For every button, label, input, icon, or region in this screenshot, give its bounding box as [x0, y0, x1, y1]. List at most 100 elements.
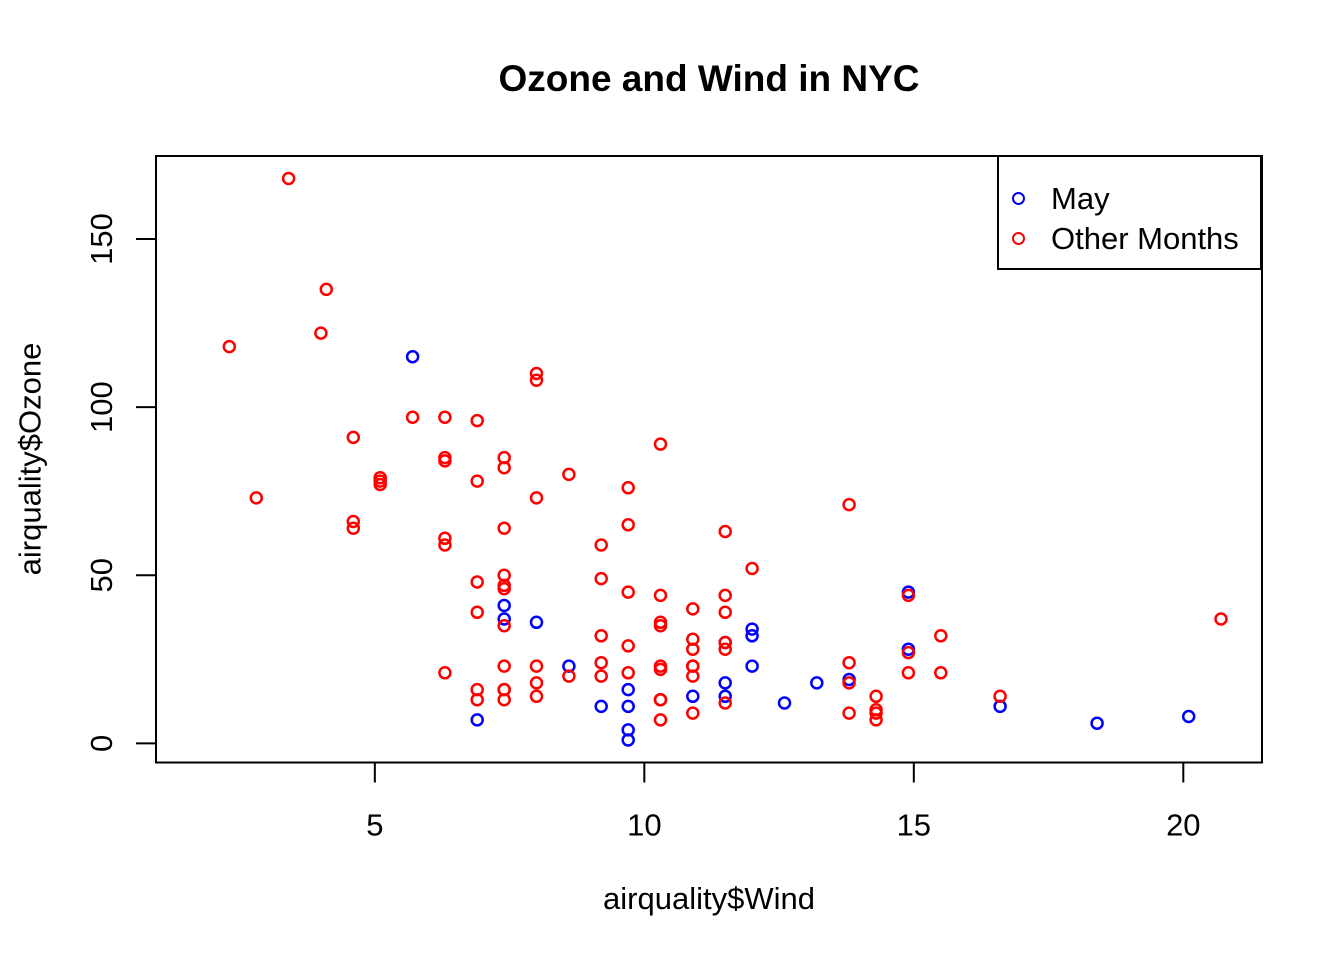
data-point-other-months [470, 413, 484, 428]
data-point-may [621, 723, 635, 737]
data-point-may [718, 689, 732, 704]
data-point-may [621, 682, 635, 697]
data-point-may [777, 696, 792, 710]
legend-entry-other-months: Other Months [1012, 221, 1239, 255]
data-point-other-months [621, 639, 635, 653]
data-point-other-months [529, 689, 544, 704]
data-point-other-months [718, 642, 732, 656]
data-point-may [718, 676, 732, 690]
plot-border [155, 155, 1263, 764]
data-point-other-months [901, 645, 916, 660]
data-point-other-months [934, 629, 948, 643]
y-tick-label: 0 [84, 735, 119, 752]
data-point-other-months [470, 605, 484, 620]
data-point-other-months [594, 571, 608, 586]
data-point-may [686, 689, 700, 704]
data-point-other-months [869, 689, 883, 704]
data-point-other-months [438, 410, 452, 424]
data-point-other-months [529, 676, 544, 690]
data-point-other-months [653, 713, 668, 727]
x-tick-label: 10 [627, 808, 661, 843]
data-point-other-months [438, 450, 452, 465]
x-axis-title: airquality$Wind [603, 881, 815, 916]
data-point-other-months [497, 682, 511, 697]
data-point-may [405, 349, 420, 364]
data-point-other-months [653, 588, 668, 603]
legend: May Other Months [997, 155, 1262, 270]
legend-label-may: May [1051, 180, 1110, 216]
data-point-may [497, 598, 511, 613]
data-point-other-months [529, 373, 544, 387]
data-point-other-months [653, 692, 668, 707]
data-point-may [745, 629, 759, 643]
data-point-other-months [314, 326, 328, 340]
data-point-other-months [373, 474, 387, 488]
data-point-other-months [686, 659, 700, 673]
data-point-other-months [562, 467, 576, 482]
x-tick-label: 5 [366, 808, 383, 843]
data-point-other-months [470, 575, 484, 589]
data-point-other-months [438, 531, 452, 546]
data-point-other-months [346, 514, 361, 529]
data-point-may [497, 612, 511, 626]
data-point-other-months [319, 282, 334, 297]
data-point-may [745, 622, 759, 636]
data-point-other-months [470, 474, 484, 488]
data-point-other-months [497, 659, 511, 673]
data-point-other-months [529, 659, 544, 673]
data-point-other-months [594, 655, 608, 670]
data-point-other-months [470, 692, 484, 707]
data-point-other-months [653, 615, 668, 630]
data-point-may [470, 713, 484, 727]
data-point-other-months [594, 629, 608, 643]
data-point-other-months [653, 437, 668, 451]
data-point-other-months [529, 366, 544, 381]
data-point-other-months [901, 666, 916, 680]
data-point-may [1181, 709, 1196, 724]
data-point-may [745, 659, 759, 673]
data-point-may [621, 699, 635, 714]
data-point-other-months [653, 659, 668, 673]
y-tick-label: 150 [84, 213, 119, 265]
data-point-other-months [718, 605, 732, 620]
data-point-other-months [529, 491, 544, 505]
data-point-other-months [934, 666, 948, 680]
data-point-other-months [346, 521, 361, 535]
data-point-other-months [405, 410, 420, 424]
y-tick-label: 100 [84, 381, 119, 433]
data-point-other-months [438, 666, 452, 680]
data-point-other-months [718, 524, 732, 539]
data-point-other-months [1214, 612, 1228, 626]
data-point-may [594, 699, 608, 714]
data-point-other-months [842, 655, 856, 670]
data-point-other-months [621, 518, 635, 532]
data-point-other-months [497, 460, 511, 475]
data-point-other-months [842, 706, 856, 720]
data-point-other-months [438, 538, 452, 552]
data-point-other-months [249, 491, 264, 505]
data-point-other-months [562, 669, 576, 683]
data-point-other-months [346, 430, 361, 445]
data-point-other-months [718, 696, 732, 710]
data-point-other-months [594, 538, 608, 552]
data-point-other-months [901, 588, 916, 603]
y-tick-label: 50 [84, 558, 119, 592]
data-point-other-months [497, 618, 511, 633]
data-point-other-months [686, 642, 700, 656]
data-point-other-months [842, 676, 856, 690]
x-tick-label: 15 [897, 808, 931, 843]
data-point-other-months [869, 713, 883, 727]
data-point-may [529, 615, 544, 630]
y-axis-title: airquality$Ozone [12, 342, 48, 576]
data-point-other-months [686, 602, 700, 616]
legend-entry-may: May [1012, 181, 1110, 215]
data-point-may [810, 676, 824, 690]
data-point-other-months [594, 669, 608, 683]
data-point-other-months [686, 706, 700, 720]
data-point-other-months [842, 497, 856, 512]
data-point-other-months [497, 521, 511, 535]
data-point-other-months [718, 588, 732, 603]
data-point-other-months [621, 666, 635, 680]
